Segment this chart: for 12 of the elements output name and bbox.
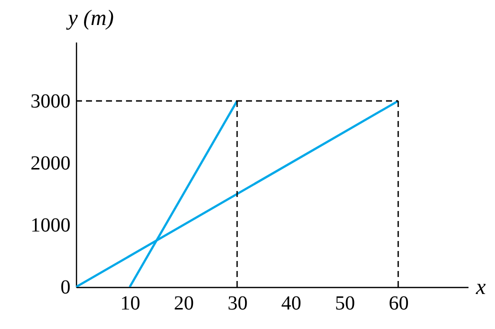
- x-axis-title: x: [475, 274, 486, 299]
- x-tick-label: 10: [120, 292, 140, 314]
- x-tick-label: 50: [334, 292, 355, 314]
- y-axis-title: y (m): [66, 5, 114, 30]
- y-tick-label: 0: [60, 276, 70, 298]
- y-tick-label: 1000: [30, 214, 70, 236]
- x-tick-label: 60: [388, 292, 409, 314]
- y-tick-label: 3000: [30, 90, 70, 112]
- x-tick-label: 30: [228, 292, 248, 314]
- x-tick-label: 20: [174, 292, 194, 314]
- y-tick-label: 2000: [30, 152, 70, 174]
- x-tick-label: 40: [281, 292, 302, 314]
